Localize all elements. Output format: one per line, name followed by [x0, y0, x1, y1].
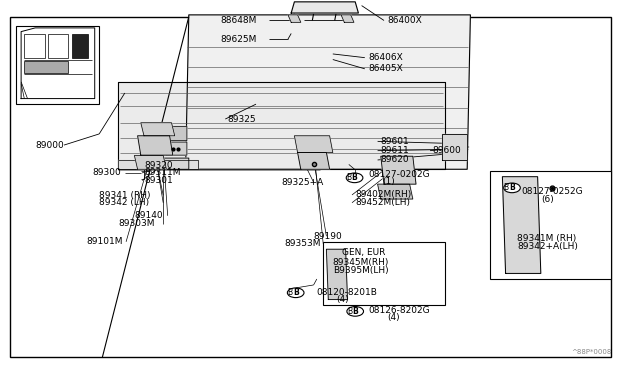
Polygon shape — [326, 249, 348, 299]
Bar — [16, 26, 99, 104]
Text: 86405X: 86405X — [368, 64, 403, 73]
Bar — [323, 242, 445, 305]
Text: 89303M: 89303M — [118, 219, 155, 228]
Text: 89325: 89325 — [227, 115, 256, 124]
Text: B: B — [353, 307, 358, 316]
Text: 86406X: 86406X — [368, 53, 403, 62]
Text: 89140: 89140 — [134, 211, 163, 220]
Polygon shape — [294, 136, 333, 153]
Circle shape — [346, 173, 363, 183]
Polygon shape — [163, 142, 187, 155]
Text: 89190: 89190 — [314, 232, 342, 241]
Polygon shape — [141, 123, 175, 136]
Text: B9395M(LH): B9395M(LH) — [333, 266, 388, 275]
Text: 89620: 89620 — [381, 155, 410, 164]
Text: B: B — [293, 288, 298, 297]
Text: 89311M: 89311M — [144, 169, 180, 177]
Bar — [24, 61, 68, 73]
Text: 89342 (LH): 89342 (LH) — [99, 198, 149, 207]
Text: 08127-0202G: 08127-0202G — [368, 170, 429, 179]
Bar — [72, 34, 88, 58]
Text: 89300: 89300 — [93, 169, 122, 177]
Text: 89342+A(LH): 89342+A(LH) — [517, 242, 578, 251]
Text: B: B — [346, 173, 351, 182]
Text: 89341 (RH): 89341 (RH) — [99, 191, 150, 200]
Text: B: B — [287, 288, 292, 297]
Polygon shape — [118, 82, 445, 169]
Bar — [48, 34, 68, 58]
Bar — [490, 171, 611, 279]
Text: 89402M(RH): 89402M(RH) — [355, 190, 412, 199]
Bar — [24, 34, 45, 58]
Text: 89345M(RH): 89345M(RH) — [333, 258, 389, 267]
Polygon shape — [134, 155, 166, 169]
Text: 89320: 89320 — [144, 161, 173, 170]
Polygon shape — [118, 160, 198, 169]
Text: 89101M: 89101M — [86, 237, 123, 246]
Polygon shape — [341, 15, 354, 22]
Polygon shape — [186, 15, 470, 169]
Text: 89625M: 89625M — [221, 35, 257, 44]
Text: 86400X: 86400X — [387, 16, 422, 25]
Polygon shape — [381, 156, 416, 184]
Text: 89611: 89611 — [381, 146, 410, 155]
Polygon shape — [160, 158, 189, 169]
Polygon shape — [442, 134, 467, 160]
Polygon shape — [160, 126, 187, 141]
Text: 89000: 89000 — [35, 141, 64, 150]
Circle shape — [287, 288, 304, 298]
Text: GEN, EUR: GEN, EUR — [342, 248, 386, 257]
Text: 08126-8202G: 08126-8202G — [368, 306, 429, 315]
Text: 08120-8201B: 08120-8201B — [317, 288, 378, 296]
Text: 89341M (RH): 89341M (RH) — [517, 234, 577, 243]
Text: 89601: 89601 — [381, 137, 410, 146]
Text: (4): (4) — [336, 295, 349, 304]
Polygon shape — [291, 2, 358, 13]
Text: 89600: 89600 — [432, 146, 461, 155]
Text: 08127-0252G: 08127-0252G — [522, 187, 583, 196]
Text: 89452M(LH): 89452M(LH) — [355, 198, 410, 207]
Circle shape — [504, 183, 520, 193]
Text: 88648M: 88648M — [221, 16, 257, 25]
Text: B: B — [504, 183, 509, 192]
Polygon shape — [298, 153, 330, 169]
Text: B: B — [347, 307, 352, 316]
Text: 89353M: 89353M — [285, 239, 321, 248]
Text: B: B — [509, 183, 515, 192]
Text: ^88P*0008: ^88P*0008 — [571, 349, 611, 355]
Text: 89301: 89301 — [144, 176, 173, 185]
Text: B: B — [352, 173, 357, 182]
Polygon shape — [288, 15, 301, 22]
Polygon shape — [138, 136, 173, 155]
Text: (4): (4) — [387, 313, 400, 322]
Circle shape — [347, 307, 364, 316]
Text: (1): (1) — [383, 177, 396, 186]
Text: (6): (6) — [541, 195, 554, 203]
Polygon shape — [378, 184, 413, 199]
Text: 89325+A: 89325+A — [282, 178, 324, 187]
Polygon shape — [502, 177, 541, 273]
